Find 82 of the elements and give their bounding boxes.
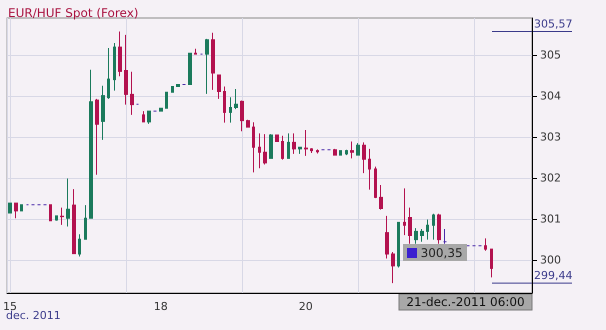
candlestick bbox=[379, 184, 383, 210]
candlestick bbox=[362, 142, 366, 174]
candlestick bbox=[356, 142, 360, 156]
annotation: 300,35 bbox=[420, 246, 463, 260]
text: 21-dec.-2011 06:00 bbox=[406, 295, 525, 309]
candlestick bbox=[89, 69, 93, 219]
candlestick bbox=[397, 221, 400, 268]
candlestick bbox=[263, 134, 267, 166]
candlestick bbox=[165, 92, 168, 109]
candlestick bbox=[20, 204, 23, 212]
candlestick bbox=[426, 219, 429, 240]
candlestick bbox=[72, 188, 76, 255]
candlestick bbox=[223, 86, 226, 124]
candlestick bbox=[281, 135, 284, 160]
x-tick-label: 20 bbox=[298, 300, 313, 313]
candlestick bbox=[234, 88, 238, 110]
ref-line-label: 305,57 bbox=[534, 18, 572, 31]
y-tick-label: 305 bbox=[540, 48, 561, 62]
candlestick bbox=[304, 130, 308, 156]
candlestick bbox=[275, 134, 279, 142]
candlestick bbox=[316, 148, 319, 154]
candlestick bbox=[345, 149, 348, 156]
candlestick bbox=[84, 204, 87, 240]
y-tick-label: 301 bbox=[540, 212, 561, 226]
candlestick bbox=[374, 166, 377, 199]
candlestick bbox=[124, 34, 128, 106]
candlestick bbox=[437, 213, 441, 244]
candlestick bbox=[252, 122, 255, 173]
candlestick bbox=[420, 228, 424, 242]
candlestick bbox=[432, 213, 435, 240]
candlestick bbox=[147, 110, 151, 124]
candlestick bbox=[408, 207, 412, 244]
candlestick bbox=[8, 202, 12, 214]
candlestick bbox=[333, 148, 337, 156]
candlestick bbox=[176, 84, 180, 88]
candlestick bbox=[229, 96, 232, 124]
candlestick bbox=[107, 47, 110, 100]
candlestick bbox=[403, 188, 406, 236]
candlestick bbox=[159, 108, 163, 112]
price-tag: 300,35 bbox=[402, 244, 467, 261]
candlestick bbox=[490, 248, 493, 278]
candlestick bbox=[78, 234, 81, 257]
candlestick bbox=[188, 52, 192, 85]
x-tick-label: 18 bbox=[154, 300, 168, 313]
candlestick bbox=[292, 132, 296, 154]
candlestick bbox=[101, 85, 105, 140]
candlestick bbox=[55, 215, 58, 222]
candlestick bbox=[49, 204, 52, 222]
ref-line-label: 299,44 bbox=[534, 269, 572, 282]
candlestick bbox=[211, 32, 215, 90]
candlestick bbox=[66, 178, 70, 228]
candlestick bbox=[258, 132, 261, 169]
chart-title: EUR/HUF Spot (Forex) bbox=[8, 6, 138, 20]
y-tick-label: 300 bbox=[540, 254, 561, 267]
candlestick bbox=[484, 238, 487, 252]
candlestick bbox=[240, 100, 244, 132]
candlestick bbox=[14, 202, 18, 219]
candlestick bbox=[113, 42, 116, 92]
candlestick bbox=[95, 98, 99, 176]
candlestick bbox=[385, 215, 389, 260]
candlestick bbox=[118, 31, 122, 77]
candlestick bbox=[368, 148, 371, 190]
candlestick bbox=[130, 71, 134, 116]
y-tick-label: 303 bbox=[540, 130, 561, 144]
y-tick-label: 302 bbox=[540, 172, 561, 185]
candlestick bbox=[391, 251, 395, 284]
candlestick bbox=[414, 228, 418, 244]
candlestick bbox=[246, 119, 250, 128]
candlestick bbox=[443, 228, 447, 244]
candlestick bbox=[217, 74, 221, 100]
candlestick bbox=[287, 132, 290, 159]
candlestick bbox=[171, 86, 174, 93]
candlestick bbox=[350, 141, 354, 159]
candlestick bbox=[310, 148, 313, 154]
candlestick bbox=[269, 134, 273, 159]
candlestick bbox=[205, 38, 209, 94]
candlestick bbox=[142, 110, 145, 123]
candlestick bbox=[298, 146, 302, 154]
candlestick bbox=[194, 48, 197, 55]
candlestick bbox=[60, 207, 64, 226]
y-tick-label: 304 bbox=[540, 89, 561, 102]
candlestick bbox=[339, 150, 342, 156]
